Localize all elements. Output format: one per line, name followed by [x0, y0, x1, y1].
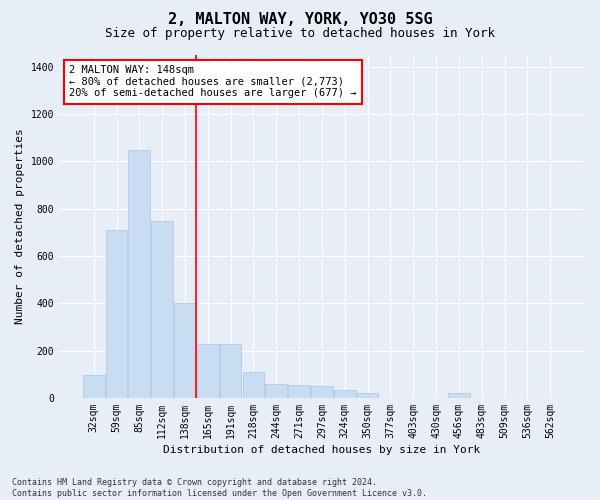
Bar — [334, 390, 356, 398]
Text: Contains HM Land Registry data © Crown copyright and database right 2024.
Contai: Contains HM Land Registry data © Crown c… — [12, 478, 427, 498]
Bar — [151, 220, 173, 398]
Bar — [448, 393, 470, 398]
Bar — [106, 230, 127, 398]
Y-axis label: Number of detached properties: Number of detached properties — [15, 128, 25, 324]
Bar — [128, 150, 150, 398]
Bar — [197, 344, 218, 398]
Bar — [265, 384, 287, 398]
Bar — [357, 393, 379, 398]
X-axis label: Distribution of detached houses by size in York: Distribution of detached houses by size … — [163, 445, 481, 455]
Bar — [174, 304, 196, 398]
Text: 2, MALTON WAY, YORK, YO30 5SG: 2, MALTON WAY, YORK, YO30 5SG — [167, 12, 433, 28]
Text: 2 MALTON WAY: 148sqm
← 80% of detached houses are smaller (2,773)
20% of semi-de: 2 MALTON WAY: 148sqm ← 80% of detached h… — [70, 66, 357, 98]
Bar — [242, 372, 265, 398]
Text: Size of property relative to detached houses in York: Size of property relative to detached ho… — [105, 28, 495, 40]
Bar — [83, 376, 104, 398]
Bar — [220, 344, 241, 398]
Bar — [288, 385, 310, 398]
Bar — [311, 386, 333, 398]
